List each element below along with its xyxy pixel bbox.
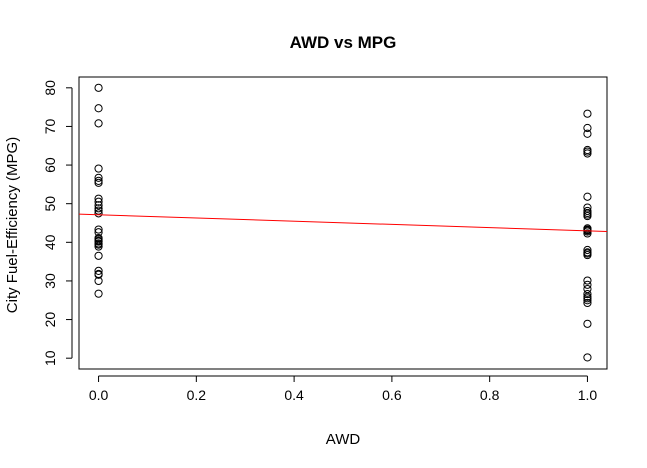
data-point bbox=[94, 197, 103, 206]
data-point bbox=[94, 289, 103, 298]
data-point bbox=[583, 192, 592, 201]
data-point bbox=[94, 104, 103, 113]
y-axis-label: City Fuel-Efficiency (MPG) bbox=[4, 137, 21, 313]
data-point bbox=[94, 173, 103, 182]
y-axis: 10 20 30 40 50 60 70 80 bbox=[42, 80, 73, 366]
data-point bbox=[583, 109, 592, 118]
data-point bbox=[583, 129, 592, 138]
regression-line-group bbox=[78, 213, 608, 232]
x-tick-label: 1.0 bbox=[578, 387, 598, 403]
data-point bbox=[94, 251, 103, 260]
y-tick-label: 50 bbox=[42, 196, 58, 212]
data-point bbox=[583, 280, 592, 289]
y-tick-label: 10 bbox=[42, 350, 58, 366]
data-point bbox=[583, 229, 592, 238]
data-point bbox=[583, 245, 592, 255]
data-point bbox=[583, 289, 592, 299]
x-tick-label: 0.8 bbox=[480, 387, 500, 403]
x-axis-label: AWD bbox=[326, 431, 361, 448]
x-tick-label: 0.2 bbox=[187, 387, 207, 403]
data-point bbox=[583, 292, 592, 301]
data-point bbox=[583, 284, 592, 294]
data-point bbox=[583, 296, 592, 305]
data-point bbox=[94, 178, 103, 187]
data-point bbox=[583, 250, 592, 260]
data-point bbox=[94, 83, 103, 92]
chart-title: AWD vs MPG bbox=[290, 33, 397, 52]
y-tick-label: 20 bbox=[42, 312, 58, 328]
data-point bbox=[583, 319, 592, 328]
data-point bbox=[94, 201, 103, 210]
data-point bbox=[583, 210, 592, 219]
y-tick-label: 70 bbox=[42, 118, 58, 134]
data-point bbox=[583, 225, 592, 234]
data-point bbox=[94, 204, 103, 213]
data-point bbox=[94, 276, 103, 286]
regression-line bbox=[78, 213, 608, 232]
data-point bbox=[94, 164, 103, 173]
y-tick-label: 30 bbox=[42, 273, 58, 289]
data-point bbox=[583, 248, 592, 257]
data-point bbox=[94, 206, 103, 215]
data-points bbox=[94, 83, 592, 362]
data-point bbox=[94, 194, 103, 203]
data-point bbox=[583, 123, 592, 133]
data-point bbox=[94, 225, 103, 234]
data-point bbox=[583, 149, 592, 158]
data-point bbox=[583, 353, 592, 362]
y-tick-label: 40 bbox=[42, 234, 58, 250]
x-tick-label: 0.4 bbox=[284, 387, 304, 403]
x-tick-label: 0.0 bbox=[89, 387, 109, 403]
x-tick-label: 0.6 bbox=[382, 387, 402, 403]
data-point bbox=[94, 119, 103, 128]
data-point bbox=[583, 276, 592, 285]
data-point bbox=[583, 298, 592, 308]
y-tick-label: 80 bbox=[42, 80, 58, 96]
y-tick-label: 60 bbox=[42, 157, 58, 173]
data-point bbox=[94, 235, 103, 244]
data-point bbox=[94, 209, 103, 218]
data-point bbox=[94, 270, 103, 279]
x-axis: 0.0 0.2 0.4 0.6 0.8 1.0 bbox=[89, 375, 598, 403]
data-point bbox=[94, 266, 103, 275]
plot-frame bbox=[78, 76, 608, 370]
